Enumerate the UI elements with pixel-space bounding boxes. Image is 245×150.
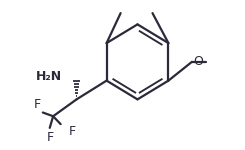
Text: O: O (193, 55, 203, 68)
Text: F: F (33, 99, 41, 111)
Text: F: F (47, 131, 54, 144)
Text: H₂N: H₂N (36, 70, 61, 83)
Text: F: F (69, 125, 76, 138)
